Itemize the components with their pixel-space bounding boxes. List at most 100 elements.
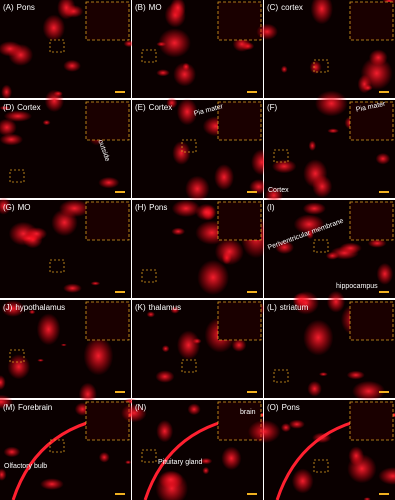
panel: (O) Pons: [247, 400, 395, 500]
signal: [170, 306, 180, 314]
inset-box: [85, 201, 130, 241]
roi-box: [49, 39, 65, 53]
signal: [28, 309, 36, 315]
panel-letter: (B): [135, 3, 146, 12]
panel-letter: (A): [3, 3, 14, 12]
panel-name: Cortex: [17, 103, 41, 112]
signal: [339, 242, 362, 254]
panel-title: (N): [135, 403, 146, 412]
panel-letter: (C): [267, 3, 278, 12]
panel-title: (I): [267, 203, 275, 212]
signal: [231, 338, 247, 352]
panel-name: Cortex: [149, 103, 173, 112]
panel-name: Forebrain: [18, 403, 52, 412]
signal: [214, 238, 244, 266]
panel-letter: (F): [267, 103, 278, 112]
signal: [40, 478, 64, 490]
signal: [375, 152, 391, 165]
panel-letter: (I): [267, 203, 275, 212]
roi-box: [313, 59, 329, 73]
signal: [78, 382, 97, 406]
region-label: Pituitary gland: [158, 459, 202, 466]
panel-title: (E) Cortex: [135, 103, 172, 112]
signal: [57, 0, 76, 20]
signal: [195, 203, 218, 221]
roi-box: [181, 359, 197, 373]
panel-name: Pons: [17, 3, 35, 12]
signal: [314, 90, 348, 117]
inset-box: [217, 201, 262, 241]
inset-box: [349, 1, 394, 41]
signal: [176, 98, 198, 126]
panel-title: (O) Pons: [267, 403, 300, 412]
roi-box: [49, 259, 65, 273]
signal: [146, 311, 155, 318]
signal: [280, 423, 292, 433]
inset-box: [217, 1, 262, 41]
signal: [312, 175, 333, 198]
signal: [247, 419, 281, 444]
signal: [202, 466, 210, 475]
panel-title: (F): [267, 103, 278, 112]
region-label: brain: [240, 409, 256, 416]
signal: [42, 14, 66, 42]
signal: [90, 281, 101, 286]
signal: [171, 199, 201, 218]
signal: [176, 330, 201, 360]
panel-title: (M) Forebrain: [3, 403, 52, 412]
roi-box: [313, 239, 329, 253]
panel: (H) Pons: [132, 199, 272, 298]
roi-box: [313, 459, 329, 473]
signal: [51, 208, 78, 237]
signal: [185, 175, 210, 203]
signal: [347, 454, 377, 484]
signal: [310, 0, 333, 25]
panel: (L) striatum: [264, 290, 395, 402]
signal: [123, 40, 135, 48]
signal: [326, 290, 346, 313]
inset-box: [217, 101, 262, 141]
signal: [161, 345, 170, 353]
panel-letter: (E): [135, 103, 146, 112]
signal: [3, 110, 32, 122]
signal: [197, 259, 230, 296]
panel-name: cortex: [281, 3, 303, 12]
signal: [327, 128, 339, 134]
panel-title: (C) cortex: [267, 3, 303, 12]
signal: [368, 49, 388, 66]
signal: [8, 43, 34, 66]
inset-box: [349, 301, 394, 341]
signal: [363, 497, 371, 500]
panel-name: Pons: [282, 403, 300, 412]
panel: (M) Forebrain Olfactory bulb: [0, 394, 138, 500]
signal: [1, 84, 13, 100]
signal: [309, 60, 322, 75]
signal: [378, 467, 395, 485]
panel-title: (D) Cortex: [3, 103, 41, 112]
inset-box: [85, 401, 130, 441]
panel: (J) hypothalamus: [0, 300, 131, 406]
panel-letter: (J): [3, 303, 13, 312]
inset-box: [217, 301, 262, 341]
signal: [169, 0, 186, 19]
signal: [192, 338, 202, 344]
signal: [155, 370, 175, 383]
inset-box: [349, 201, 394, 241]
roi-box: [141, 449, 157, 463]
panel-title: (A) Pons: [3, 3, 35, 12]
signal: [256, 23, 278, 40]
panel: (N) brain Pituitary gland: [121, 400, 266, 500]
signal: [156, 69, 170, 77]
signal: [214, 164, 235, 191]
panel: (K) thalamus: [132, 300, 266, 398]
panel-letter: (O): [267, 403, 279, 412]
signal: [302, 202, 326, 215]
signal: [7, 354, 31, 380]
signal: [26, 227, 48, 241]
panel-name: Pons: [149, 203, 167, 212]
signal: [98, 451, 110, 463]
signal: [0, 105, 11, 111]
